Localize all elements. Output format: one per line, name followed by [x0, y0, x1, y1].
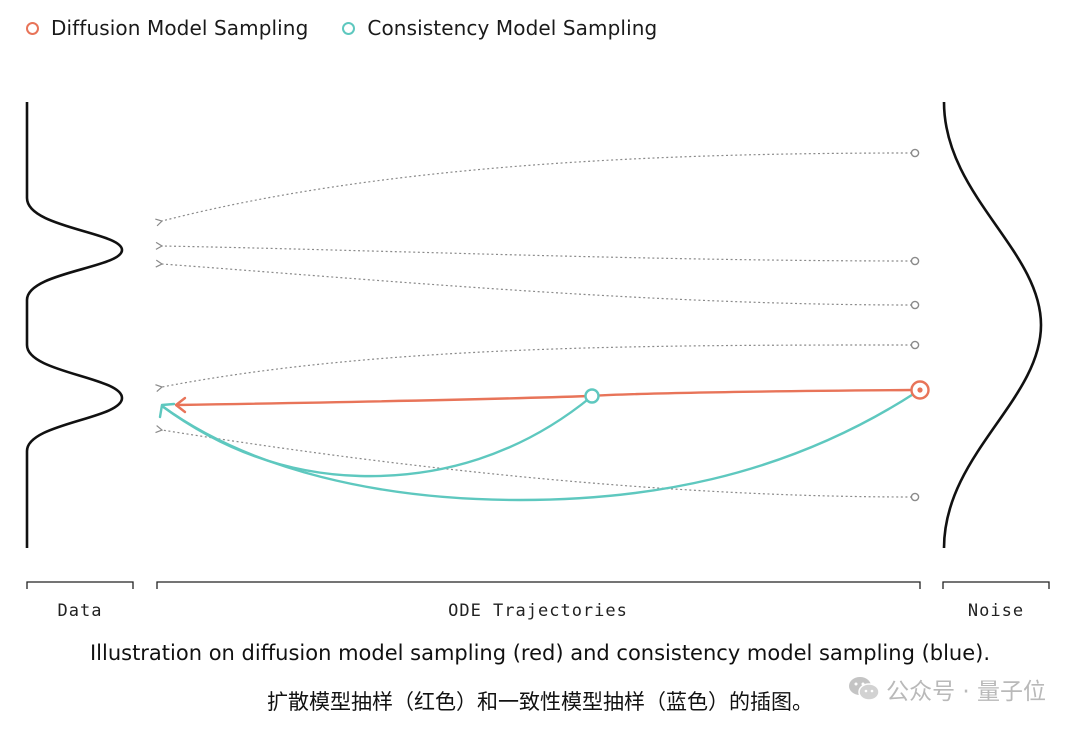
- noise-distribution-curve: [942, 101, 1043, 549]
- consistency-circle-icon: [342, 21, 356, 35]
- wechat-logo-icon: [849, 677, 880, 701]
- noise-start-point-center: [917, 387, 923, 393]
- trajectory-start-point: [910, 256, 920, 266]
- trajectory-start-point: [910, 300, 920, 310]
- caption-chinese: 扩散模型抽样（红色）和一致性模型抽样（蓝色）的插图。: [267, 690, 813, 714]
- consistency-jump-from-midpoint: [161, 396, 592, 478]
- data-axis-label: Data: [57, 601, 103, 621]
- ode-axis-label: ODE Trajectories: [448, 601, 628, 621]
- trajectory-start-point: [910, 148, 920, 158]
- diffusion-arrowhead-icon: [174, 396, 187, 414]
- trajectory-line: [155, 241, 913, 262]
- diffusion-circle-icon: [26, 21, 39, 35]
- legend-label-consistency: Consistency Model Sampling: [367, 16, 658, 40]
- trajectory-start-point: [910, 492, 920, 502]
- noise-bracket: [942, 581, 1050, 589]
- data-distribution-curve: [25, 102, 124, 548]
- trajectory-start-point: [910, 340, 920, 350]
- consistency-sampling: [158, 391, 916, 502]
- legend-item-consistency: Consistency Model Sampling: [342, 16, 657, 40]
- data-bracket: [26, 581, 134, 589]
- ode-trajectories: [155, 148, 920, 502]
- legend: Diffusion Model Sampling Consistency Mod…: [26, 14, 657, 42]
- intermediate-point: [584, 388, 600, 404]
- watermark: 公众号 · 量子位: [848, 672, 1046, 706]
- trajectory-line: [155, 259, 913, 306]
- noise-axis-label: Noise: [967, 601, 1025, 621]
- diffusion-sampling: [174, 380, 930, 414]
- caption-english: Illustration on diffusion model sampling…: [89, 641, 991, 665]
- trajectory-line: [155, 344, 913, 393]
- legend-item-diffusion: Diffusion Model Sampling: [26, 16, 308, 40]
- consistency-arrowhead-icon: [158, 402, 176, 419]
- ode-bracket: [156, 581, 921, 589]
- trajectory-line: [155, 152, 913, 227]
- legend-label-diffusion: Diffusion Model Sampling: [51, 16, 309, 40]
- diffusion-trajectory-line: [175, 388, 914, 407]
- watermark-text: 公众号 · 量子位: [886, 679, 1046, 705]
- trajectory-line: [155, 425, 913, 498]
